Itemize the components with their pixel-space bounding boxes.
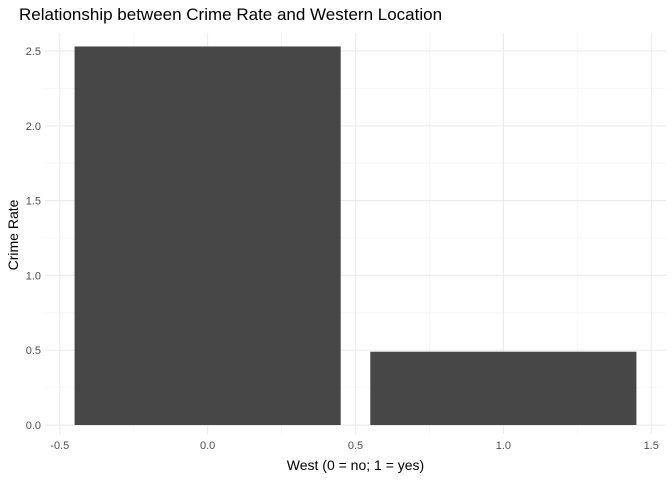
x-axis-ticks: -0.5 0.0 0.5 1.0 1.5 [50, 440, 659, 452]
y-tick-label: 2.0 [26, 121, 41, 133]
y-axis-ticks: 0.0 0.5 1.0 1.5 2.0 2.5 [26, 46, 41, 432]
x-tick-label: -0.5 [50, 440, 69, 452]
x-tick-label: 0.0 [200, 440, 215, 452]
y-tick-label: 1.0 [26, 270, 41, 282]
bars [74, 46, 637, 426]
x-tick-label: 0.5 [348, 440, 363, 452]
y-axis-title: Crime Rate [5, 199, 21, 270]
y-tick-label: 0.0 [26, 420, 41, 432]
bar [370, 351, 637, 426]
chart-title: Relationship between Crime Rate and West… [19, 5, 442, 24]
y-tick-label: 0.5 [26, 345, 41, 357]
bar [74, 46, 341, 426]
x-axis-title: West (0 = no; 1 = yes) [287, 457, 424, 473]
x-tick-label: 1.0 [496, 440, 511, 452]
y-tick-label: 2.5 [26, 46, 41, 58]
x-tick-label: 1.5 [644, 440, 659, 452]
y-tick-label: 1.5 [26, 196, 41, 208]
